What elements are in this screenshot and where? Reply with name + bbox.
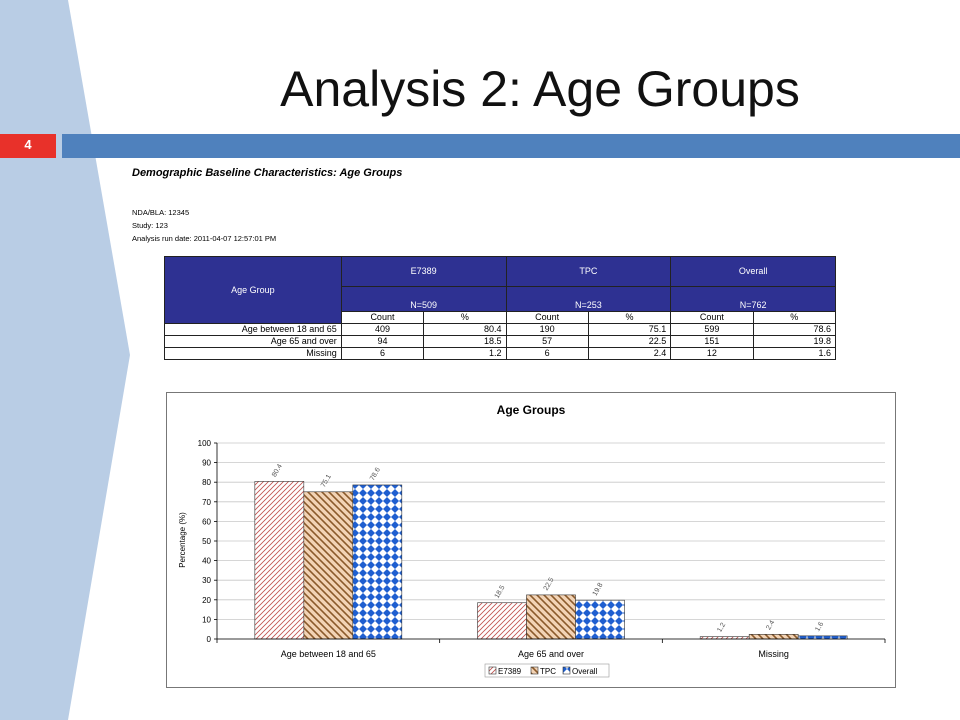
y-tick-label: 70	[202, 498, 211, 507]
bar-e7389	[254, 481, 305, 640]
table-cell: 22.5	[587, 335, 672, 348]
bars: 80.4 75.1 78.6 18.5 22.5 19.8 1.2 2.4 1.6	[254, 463, 848, 640]
chart-title: Age Groups	[497, 403, 566, 417]
table-cell: 190	[505, 323, 589, 336]
bar-overall	[575, 599, 625, 640]
group-n-tpc: N=253	[505, 286, 672, 312]
data-label: 1.6	[814, 621, 825, 633]
group-header-overall: Overall	[670, 256, 836, 287]
table-cell: 18.5	[423, 335, 507, 348]
title-underline-bar	[62, 134, 960, 158]
x-category-label: Age 65 and over	[518, 649, 584, 659]
data-label: 2.4	[765, 619, 776, 631]
table-cell: 6	[505, 347, 589, 360]
legend-swatch-e7389	[488, 666, 497, 675]
y-tick-label: 90	[202, 459, 211, 468]
bar-overall	[352, 484, 403, 640]
table-cell: 6	[340, 347, 425, 360]
decorative-left-band	[0, 0, 130, 720]
table-cell: 599	[670, 323, 754, 336]
table-cell: 1.6	[752, 347, 837, 360]
data-label: 22.5	[543, 577, 556, 592]
demographics-table: Age Group E7389 TPC Overall N=509 N=253 …	[164, 256, 837, 360]
data-label: 1.2	[716, 622, 727, 634]
data-label: 80.4	[271, 463, 284, 478]
bar-overall	[797, 635, 848, 640]
table-cell: 1.2	[423, 347, 507, 360]
age-group-header: Age Group	[164, 256, 342, 324]
col-count-overall: Count	[670, 311, 754, 324]
col-count-e7389: Count	[340, 311, 425, 324]
legend-swatch-overall	[562, 666, 571, 675]
slide-number-badge: 4	[0, 134, 56, 158]
report-run-date: Analysis run date: 2011-04-07 12:57:01 P…	[132, 234, 277, 243]
legend-label-tpc: TPC	[540, 667, 556, 676]
table-cell: 19.8	[752, 335, 837, 348]
report-heading: Demographic Baseline Characteristics: Ag…	[132, 167, 403, 179]
table-cell: 94	[340, 335, 425, 348]
y-tick-label: 10	[202, 615, 211, 624]
table-cell: 409	[340, 323, 425, 336]
y-tick-label: 50	[202, 537, 211, 546]
legend-swatch-tpc	[530, 666, 539, 675]
row-label: Age 65 and over	[164, 335, 342, 348]
bar-tpc	[303, 491, 354, 640]
y-tick-label: 40	[202, 557, 211, 566]
chart-canvas: Age Groups Percentage (%) 80.4 75.1 78.6 18…	[178, 403, 886, 678]
legend-box	[484, 663, 610, 678]
table-row: Age between 18 and 65 409 80.4 190 75.1 …	[164, 323, 837, 336]
axes: 0 10 20 30 40 50 60 70 80 90 100 Age between 18 and…	[198, 439, 886, 659]
legend-label-overall: Overall	[572, 667, 598, 676]
col-pct-tpc: %	[587, 311, 672, 324]
row-label: Age between 18 and 65	[164, 323, 342, 336]
y-tick-label: 0	[207, 635, 212, 644]
bar-tpc	[748, 633, 799, 640]
group-n-e7389: N=509	[340, 286, 507, 312]
data-label: 78.6	[369, 467, 382, 482]
x-category-label: Age between 18 and 65	[281, 649, 376, 659]
slide-title: Analysis 2: Age Groups	[280, 61, 800, 117]
bar-tpc	[526, 594, 576, 640]
y-tick-label: 100	[198, 439, 212, 448]
row-label: Missing	[164, 347, 342, 360]
y-tick-label: 30	[202, 576, 211, 585]
y-tick-label: 60	[202, 517, 211, 526]
bar-e7389	[477, 602, 527, 640]
data-label: 19.8	[592, 582, 605, 597]
y-tick-label: 20	[202, 596, 211, 605]
table-cell: 12	[670, 347, 754, 360]
report-nda: NDA/BLA: 12345	[132, 208, 190, 217]
data-label: 75.1	[320, 473, 333, 488]
age-groups-chart: Age Groups Percentage (%) 80.4 75.1 78.6 18…	[166, 392, 896, 688]
table-cell: 2.4	[587, 347, 672, 360]
table-cell: 75.1	[587, 323, 672, 336]
table-row: Age 65 and over 94 18.5 57 22.5 151 19.8	[164, 335, 837, 348]
col-pct-overall: %	[752, 311, 837, 324]
y-axis-label: Percentage (%)	[178, 512, 187, 568]
table-cell: 151	[670, 335, 754, 348]
data-label: 18.5	[494, 584, 507, 599]
col-pct-e7389: %	[423, 311, 507, 324]
x-category-label: Missing	[758, 649, 789, 659]
group-n-overall: N=762	[670, 286, 836, 312]
table-row: Missing 6 1.2 6 2.4 12 1.6	[164, 347, 837, 360]
table-cell: 57	[505, 335, 589, 348]
table-cell: 80.4	[423, 323, 507, 336]
y-tick-label: 80	[202, 478, 211, 487]
group-header-e7389: E7389	[340, 256, 507, 287]
report-study: Study: 123	[132, 221, 168, 230]
col-count-tpc: Count	[505, 311, 589, 324]
legend: E7389 TPC Overall	[484, 663, 610, 678]
table-cell: 78.6	[752, 323, 837, 336]
group-header-tpc: TPC	[505, 256, 672, 287]
legend-label-e7389: E7389	[498, 667, 522, 676]
